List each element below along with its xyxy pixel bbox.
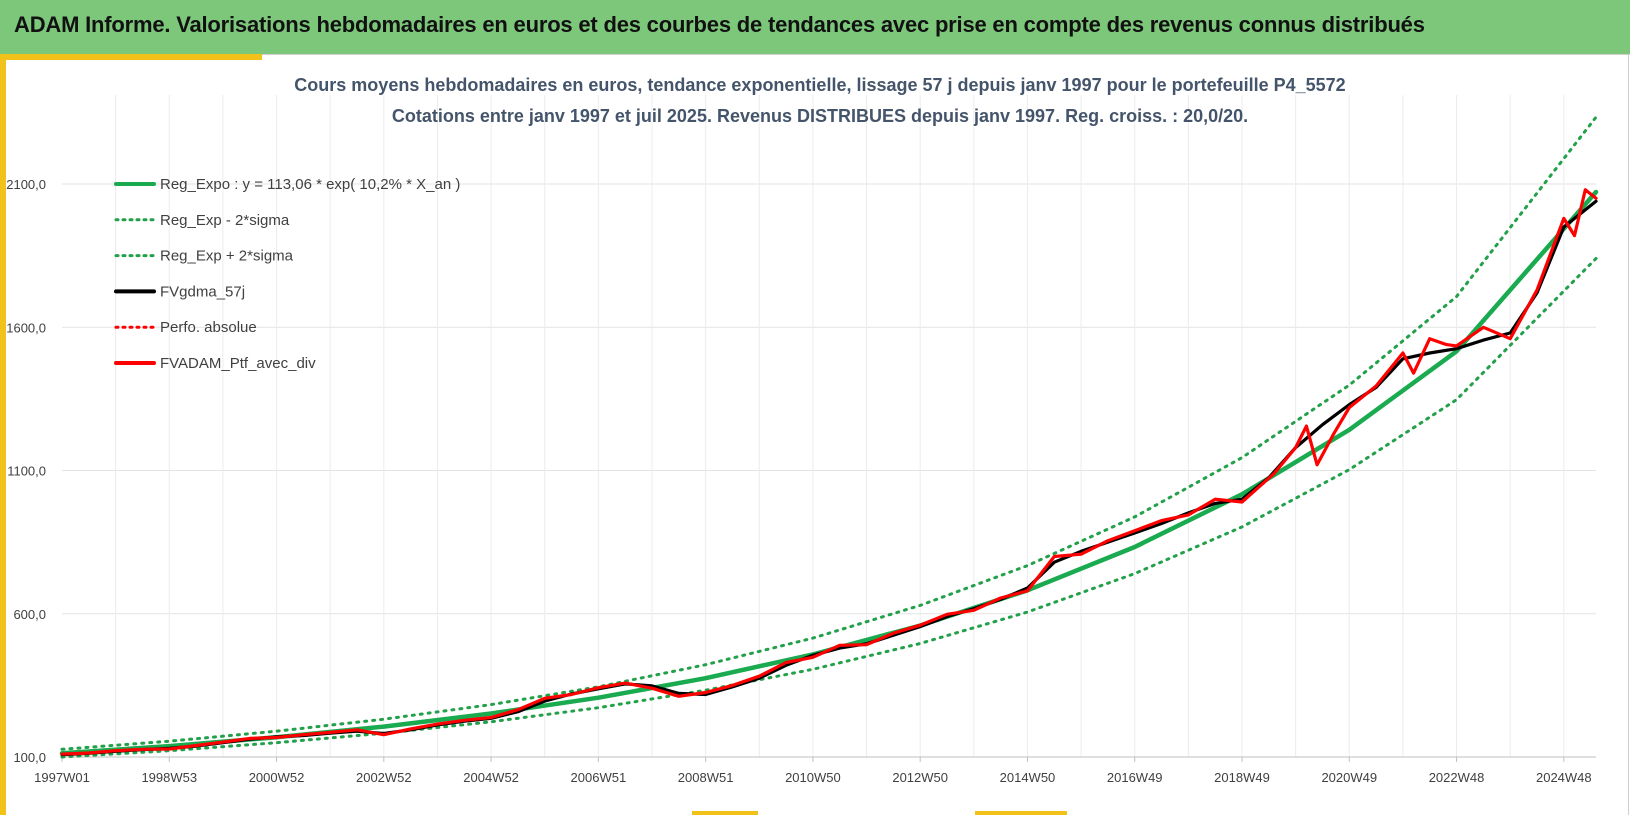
header-bar: [0, 0, 1630, 54]
y-axis-ticks: 100,0 600,0 1100,0 1600,0 2100,0: [6, 177, 46, 765]
x-tick-label: 2018W49: [1214, 770, 1270, 785]
x-tick-label: 2022W48: [1429, 770, 1485, 785]
x-tick-label: 2020W49: [1321, 770, 1377, 785]
series-line-3: [60, 115, 1598, 751]
legend-label-4: FVgdma_57j: [160, 283, 245, 300]
legend-label-1: Reg_Expo : y = 113,06 * exp( 10,2% * X_a…: [160, 176, 460, 193]
x-tick-label: 2004W52: [463, 770, 519, 785]
frame-line-right: [1628, 54, 1629, 815]
accent-stripe-top: [0, 54, 262, 60]
legend-label-3: Reg_Exp + 2*sigma: [160, 248, 294, 265]
x-tick-label: 2012W50: [892, 770, 948, 785]
y-tick-label: 100,0: [13, 750, 46, 765]
x-tick-label: 2016W49: [1107, 770, 1163, 785]
chart-title-line-2: Cotations entre janv 1997 et juil 2025. …: [392, 106, 1248, 126]
y-tick-label: 600,0: [13, 607, 46, 622]
grid: [62, 95, 1596, 758]
series-line-2: [60, 257, 1598, 759]
x-tick-label: 2008W51: [678, 770, 734, 785]
x-tick-label: 2000W52: [249, 770, 305, 785]
x-tick-label: 2006W51: [571, 770, 627, 785]
x-tick-label: 1998W53: [141, 770, 197, 785]
x-tick-label: 2010W50: [785, 770, 841, 785]
accent-mark-bottom-2: [975, 811, 1067, 815]
x-tick-label: 2024W48: [1536, 770, 1592, 785]
series-line-4: [60, 199, 1598, 757]
x-tick-label: 1997W01: [34, 770, 90, 785]
accent-mark-bottom-1: [692, 811, 758, 815]
x-tick-label: 2002W52: [356, 770, 412, 785]
series-line-1: [59, 189, 1599, 756]
legend-label-2: Reg_Exp - 2*sigma: [160, 212, 290, 229]
y-tick-label: 1600,0: [6, 320, 46, 335]
series-line-6: [60, 188, 1598, 756]
x-axis-ticks: 1997W01 1998W53 2000W52 2002W52 2004W52 2006W…: [34, 757, 1592, 785]
y-tick-label: 1100,0: [7, 464, 46, 479]
legend-label-6: FVADAM_Ptf_avec_div: [160, 355, 316, 372]
chart-title-line-1: Cours moyens hebdomadaires en euros, ten…: [294, 75, 1345, 95]
legend: Reg_Expo : y = 113,06 * exp( 10,2% * X_a…: [114, 176, 460, 372]
x-tick-label: 2014W50: [1000, 770, 1056, 785]
page-title: ADAM Informe. Valorisations hebdomadaire…: [14, 12, 1425, 37]
frame-line-top: [262, 54, 1630, 55]
y-tick-label: 2100,0: [6, 177, 46, 192]
legend-label-5: Perfo. absolue: [160, 319, 257, 336]
accent-stripe-left: [0, 54, 6, 815]
series: [59, 115, 1599, 759]
